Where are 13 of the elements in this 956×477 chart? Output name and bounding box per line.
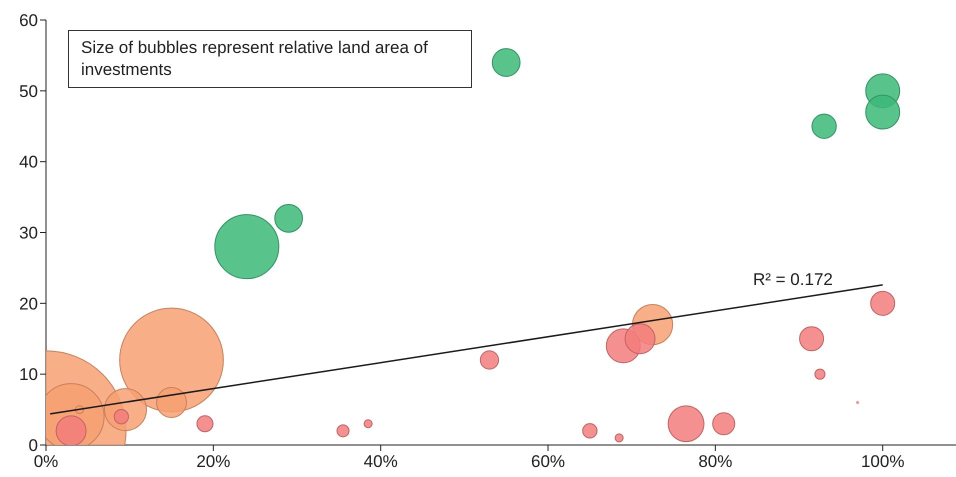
x-tick-label: 80% [698,452,732,472]
x-tick-label: 20% [196,452,230,472]
y-tick-label: 60 [19,11,38,30]
y-tick-label: 30 [19,224,38,243]
y-tick-label: 50 [19,82,38,101]
note-box: Size of bubbles represent relative land area of investments [68,30,472,88]
y-tick-label: 20 [19,294,38,314]
x-tick-label: 60% [531,452,566,472]
annotation: R² = 0.172 [753,270,833,290]
x-tick-label: 40% [364,452,398,472]
y-tick-label: 10 [19,365,38,384]
x-tick-label: 100% [860,452,904,472]
y-tick-label: 40 [19,152,38,172]
